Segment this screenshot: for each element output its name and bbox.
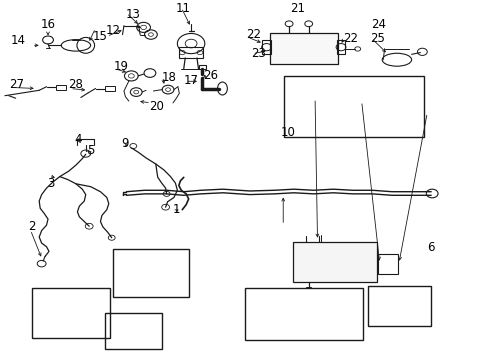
- Bar: [32, 288, 110, 338]
- Bar: [113, 248, 189, 297]
- Bar: [245, 288, 363, 340]
- Text: 21: 21: [290, 2, 305, 15]
- Text: 22: 22: [246, 28, 261, 41]
- Text: 27: 27: [9, 78, 24, 91]
- Text: 19: 19: [114, 60, 129, 73]
- Text: 24: 24: [371, 18, 387, 31]
- Text: 7: 7: [314, 256, 321, 269]
- Text: 9: 9: [121, 137, 128, 150]
- Bar: [378, 254, 398, 274]
- Text: 12: 12: [105, 24, 121, 37]
- Text: 25: 25: [370, 32, 385, 45]
- Bar: [199, 65, 206, 69]
- Text: 6: 6: [427, 241, 435, 254]
- Text: 14: 14: [11, 34, 26, 47]
- Text: 3: 3: [47, 177, 54, 190]
- Text: 1: 1: [172, 203, 180, 216]
- Text: 8: 8: [360, 253, 368, 266]
- Text: 28: 28: [69, 78, 83, 91]
- Text: 17: 17: [184, 74, 199, 87]
- Text: 22: 22: [343, 32, 358, 45]
- Text: 10: 10: [280, 126, 295, 139]
- Bar: [293, 242, 377, 282]
- Text: 15: 15: [93, 30, 108, 43]
- Text: 23: 23: [251, 47, 266, 60]
- Text: 16: 16: [40, 18, 55, 31]
- Bar: [368, 286, 431, 326]
- Text: 26: 26: [203, 69, 219, 82]
- Bar: [56, 85, 66, 90]
- Bar: [270, 33, 338, 64]
- Text: 5: 5: [87, 144, 95, 157]
- Text: 4: 4: [74, 134, 82, 147]
- Text: 13: 13: [125, 8, 140, 21]
- Bar: [105, 86, 115, 91]
- Text: 18: 18: [162, 71, 176, 84]
- Bar: [337, 40, 345, 54]
- Bar: [105, 313, 162, 349]
- Bar: [179, 47, 203, 58]
- Text: 11: 11: [175, 2, 191, 15]
- Text: 20: 20: [149, 100, 164, 113]
- Bar: [284, 76, 424, 137]
- Bar: [262, 40, 271, 54]
- Text: 2: 2: [28, 220, 36, 233]
